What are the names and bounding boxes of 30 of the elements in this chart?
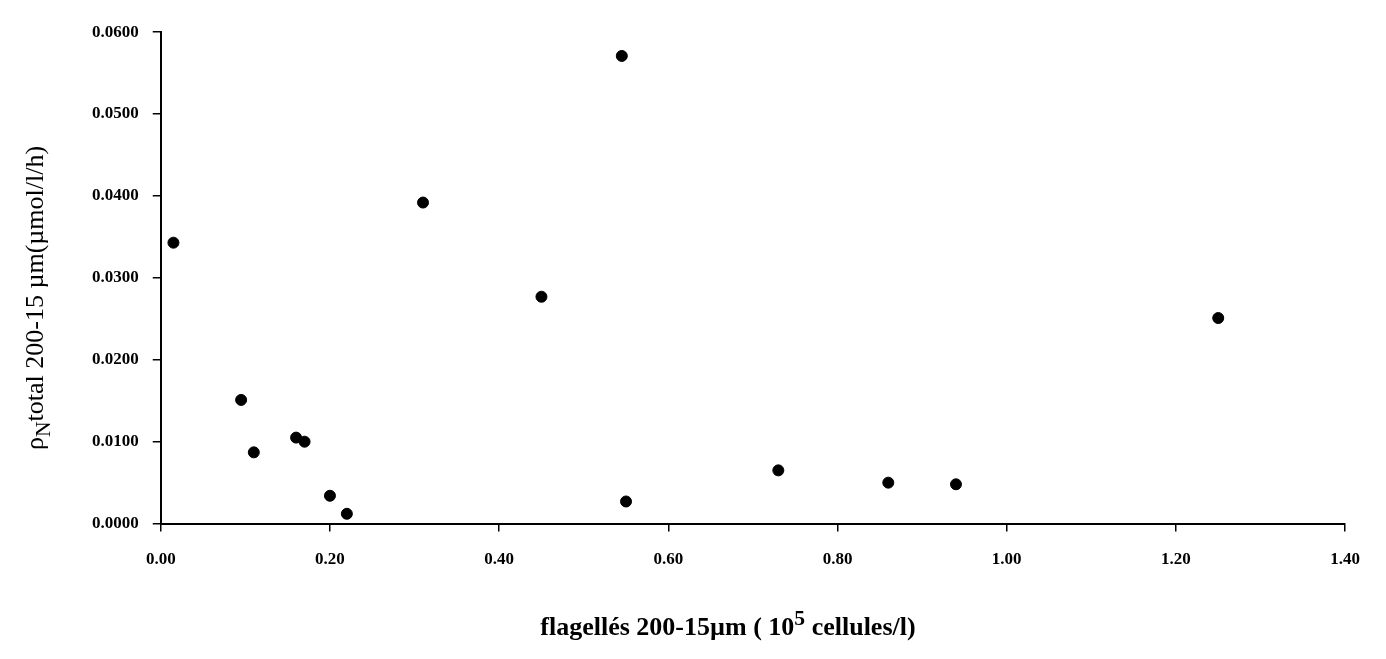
x-tick-label: 1.00 [991, 549, 1022, 569]
point [235, 393, 248, 406]
x-tick-label: 1.20 [1161, 549, 1191, 569]
point [949, 478, 962, 491]
y-tick-label: 0.0000 [92, 512, 139, 532]
point [882, 476, 895, 489]
y-tick-label: 0.0100 [92, 431, 139, 451]
point [620, 495, 633, 508]
point [535, 290, 548, 303]
x-tick-label: 0.00 [145, 549, 176, 569]
point [772, 464, 785, 477]
x-tick-label: 1.40 [1330, 549, 1360, 569]
point [417, 196, 429, 209]
y-tick-label: 0.0500 [92, 103, 139, 123]
point [247, 446, 260, 459]
point [1212, 312, 1225, 325]
x-tick-label: 0.40 [484, 549, 515, 569]
y-tick-label: 0.0400 [92, 185, 139, 205]
x-axis-title: flagellés 200-15µm ( 10$^{5}$ cellules/l) [539, 606, 917, 642]
point [340, 507, 353, 520]
x-tick-label: 0.80 [822, 549, 853, 569]
point [167, 236, 180, 249]
point [615, 49, 628, 62]
x-tick-label: 0.20 [315, 549, 345, 569]
point [323, 489, 336, 502]
y-tick-label: 0.0200 [92, 349, 139, 369]
y-tick-label: 0.0300 [92, 267, 139, 287]
y-tick-label: 0.0600 [92, 21, 139, 41]
point [298, 435, 311, 448]
x-tick-label: 0.60 [653, 549, 684, 569]
